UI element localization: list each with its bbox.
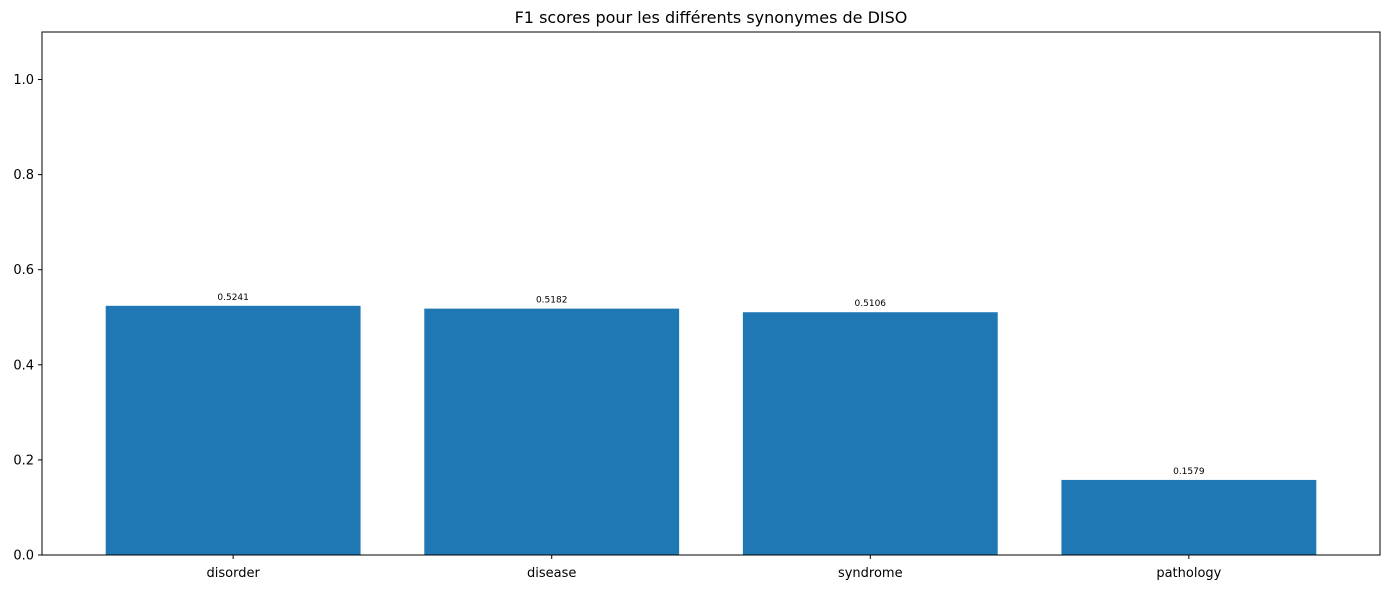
- x-axis: disorder disease syndrome pathology: [206, 555, 1222, 581]
- y-tick-label: 0.2: [13, 453, 34, 468]
- x-tick-label-disease: disease: [527, 566, 576, 581]
- data-label-disease: 0.5182: [536, 296, 568, 306]
- bar-syndrome: [742, 312, 998, 555]
- data-label-syndrome: 0.5106: [855, 299, 887, 309]
- y-tick-label: 0.8: [13, 168, 34, 183]
- x-tick-label-syndrome: syndrome: [838, 566, 903, 581]
- y-tick-label: 0.4: [13, 358, 34, 373]
- y-tick-label: 0.0: [13, 549, 34, 564]
- bars-group: 0.5241 0.5182 0.5106 0.1579: [105, 293, 1317, 555]
- y-axis: 0.0 0.2 0.4 0.6 0.8 1.0: [13, 73, 42, 564]
- bar-disorder: [105, 305, 361, 555]
- x-tick-label-pathology: pathology: [1156, 566, 1221, 581]
- y-tick-label: 0.6: [13, 263, 34, 278]
- x-tick-label-disorder: disorder: [206, 566, 260, 581]
- bar-disease: [424, 308, 680, 555]
- data-label-disorder: 0.5241: [217, 293, 249, 303]
- plot-frame: [41, 31, 1381, 556]
- y-tick-label: 1.0: [13, 73, 34, 88]
- data-label-pathology: 0.1579: [1173, 467, 1205, 477]
- chart-title: F1 scores pour les différents synonymes …: [515, 8, 908, 27]
- bar-pathology: [1061, 479, 1317, 555]
